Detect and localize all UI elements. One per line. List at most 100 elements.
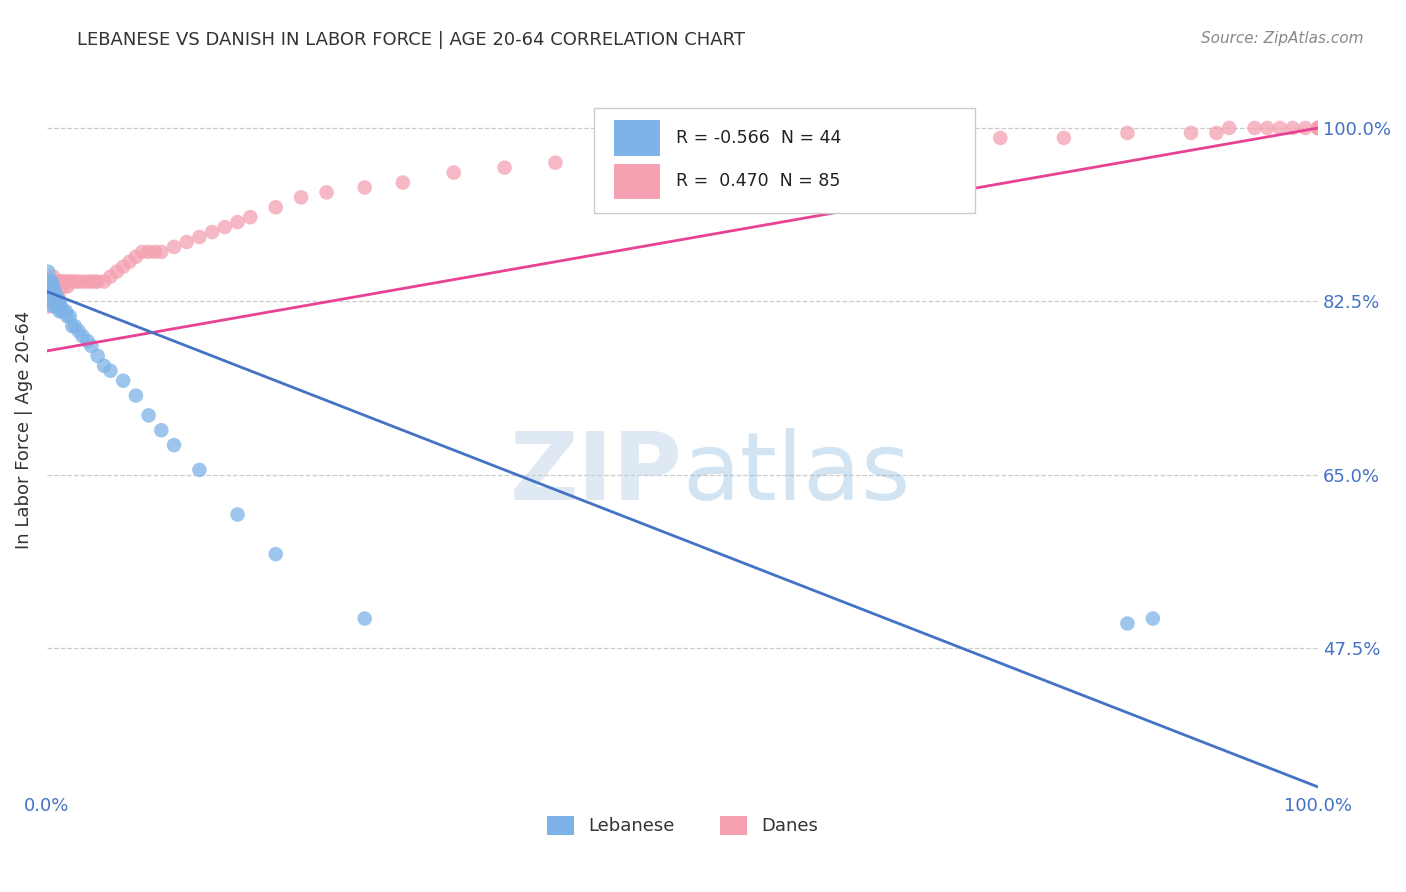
Point xyxy=(1218,120,1240,135)
Point xyxy=(1116,126,1139,140)
Point xyxy=(150,423,173,437)
Point xyxy=(39,279,62,293)
Point xyxy=(214,220,236,235)
Point xyxy=(1256,120,1278,135)
Bar xyxy=(613,120,661,157)
Point xyxy=(264,200,287,214)
Point xyxy=(1308,120,1330,135)
Point xyxy=(163,438,186,452)
Point xyxy=(607,151,630,165)
Point xyxy=(60,275,83,289)
Point xyxy=(37,265,59,279)
Point xyxy=(55,304,77,318)
Point xyxy=(290,190,312,204)
Point xyxy=(46,289,69,303)
Point xyxy=(38,275,60,289)
Point xyxy=(443,165,465,179)
Point xyxy=(1268,120,1291,135)
Point xyxy=(53,275,76,289)
Point xyxy=(45,289,67,303)
Point xyxy=(67,324,90,338)
Point xyxy=(39,275,62,289)
Point xyxy=(41,275,63,289)
Point xyxy=(392,176,415,190)
Point xyxy=(125,388,148,402)
Point xyxy=(39,289,62,303)
Point xyxy=(226,215,249,229)
Point xyxy=(544,155,567,169)
Point xyxy=(45,289,67,303)
Point xyxy=(38,279,60,293)
Point xyxy=(51,304,73,318)
Point xyxy=(39,275,62,289)
Point xyxy=(42,279,65,293)
Point xyxy=(671,145,693,160)
Point xyxy=(112,374,135,388)
Point xyxy=(41,289,63,303)
Point xyxy=(46,299,69,313)
Point xyxy=(42,299,65,313)
Point xyxy=(138,409,160,423)
Point xyxy=(1053,131,1076,145)
Text: Source: ZipAtlas.com: Source: ZipAtlas.com xyxy=(1201,31,1364,46)
Point xyxy=(35,289,58,303)
Point xyxy=(46,275,69,289)
Point xyxy=(46,289,69,303)
Point xyxy=(100,269,122,284)
Legend: Lebanese, Danes: Lebanese, Danes xyxy=(537,807,827,845)
Point xyxy=(48,275,70,289)
Point xyxy=(163,240,186,254)
Point xyxy=(353,180,375,194)
Point xyxy=(112,260,135,274)
Point xyxy=(44,294,66,309)
Point xyxy=(37,285,59,299)
Point xyxy=(72,329,94,343)
Point xyxy=(49,299,72,313)
Text: atlas: atlas xyxy=(682,427,911,520)
Point xyxy=(1243,120,1265,135)
Point xyxy=(44,289,66,303)
Point xyxy=(87,275,110,289)
Point xyxy=(45,275,67,289)
Point xyxy=(188,463,211,477)
Point xyxy=(46,275,69,289)
Point xyxy=(35,279,58,293)
Point xyxy=(59,310,82,324)
Bar xyxy=(613,162,661,200)
Point xyxy=(44,275,66,289)
Point xyxy=(138,244,160,259)
Point xyxy=(988,131,1011,145)
Point xyxy=(59,275,82,289)
Point xyxy=(76,275,98,289)
Point xyxy=(45,299,67,313)
Point xyxy=(105,265,128,279)
Text: ZIP: ZIP xyxy=(509,427,682,520)
Point xyxy=(1142,611,1164,625)
Point xyxy=(100,364,122,378)
Point xyxy=(80,339,103,353)
Point xyxy=(46,294,69,309)
Point xyxy=(48,304,70,318)
Point xyxy=(93,275,115,289)
Point xyxy=(41,275,63,289)
Point xyxy=(37,299,59,313)
Point xyxy=(39,285,62,299)
Point xyxy=(56,279,79,293)
Point xyxy=(38,294,60,309)
Point xyxy=(226,508,249,522)
Point xyxy=(1308,120,1330,135)
Point xyxy=(56,310,79,324)
Point xyxy=(63,319,86,334)
Point xyxy=(188,230,211,244)
Point xyxy=(87,349,110,363)
Point xyxy=(143,244,166,259)
Point xyxy=(799,141,821,155)
Point xyxy=(60,319,83,334)
Point xyxy=(51,275,73,289)
Text: R =  0.470  N = 85: R = 0.470 N = 85 xyxy=(676,172,841,190)
Point xyxy=(1180,126,1202,140)
Point xyxy=(84,275,107,289)
Point xyxy=(315,186,337,200)
Point xyxy=(494,161,516,175)
Text: R = -0.566  N = 44: R = -0.566 N = 44 xyxy=(676,129,842,147)
